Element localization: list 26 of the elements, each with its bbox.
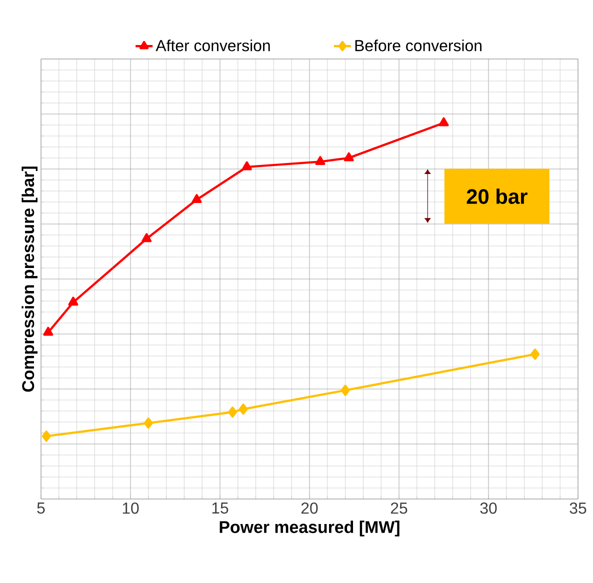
x-tick-label: 35: [570, 502, 586, 514]
x-tick-label: 5: [37, 502, 45, 514]
annotation: 20 bar: [466, 188, 528, 204]
point: [42, 430, 51, 442]
point: [344, 152, 354, 162]
x-tick-label: 25: [390, 502, 408, 514]
legend-label: After conversion: [156, 40, 270, 52]
point: [438, 117, 449, 126]
point: [238, 404, 248, 415]
point: [68, 296, 78, 306]
x-tick-label: 10: [122, 502, 139, 514]
y-axis-title: Compression pressure [bar]: [22, 166, 38, 392]
x-tick-label: 20: [301, 502, 318, 514]
point: [315, 156, 326, 166]
x-tick-label: 30: [480, 502, 497, 514]
point: [340, 384, 350, 396]
point: [142, 233, 152, 242]
legend-label: Before conversion: [355, 40, 482, 52]
point: [530, 348, 540, 360]
point: [43, 326, 54, 336]
point: [192, 194, 202, 203]
point: [228, 406, 238, 418]
point: [242, 161, 252, 170]
point: [144, 417, 153, 429]
x-axis-title: Power measured [MW]: [220, 520, 400, 536]
x-tick-label: 15: [212, 502, 228, 514]
